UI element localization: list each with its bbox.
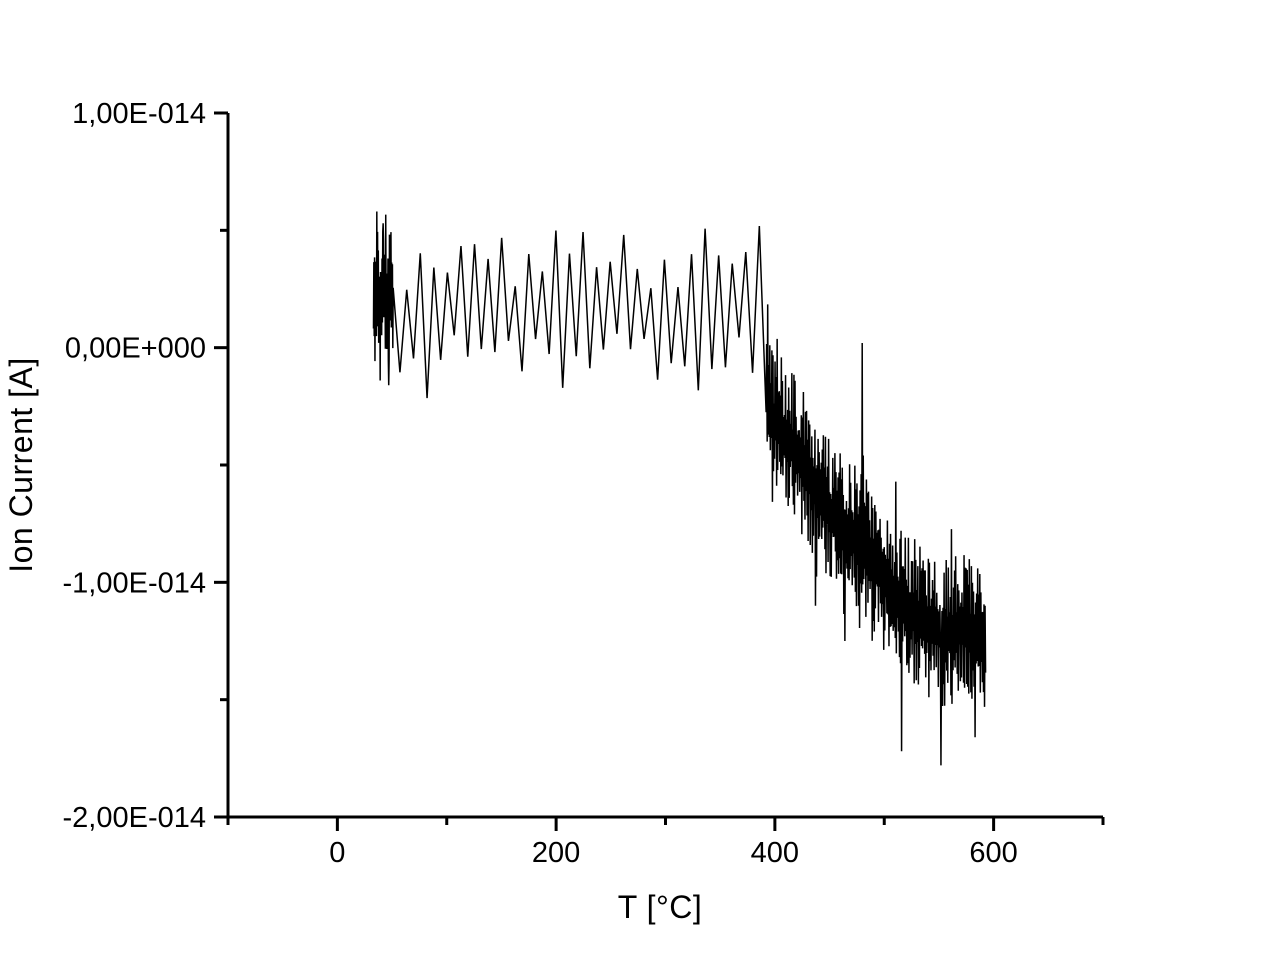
y-axis-title: Ion Current [A]: [3, 357, 39, 573]
axes-layer: 1,00E-014 0,00E+000 -1,00E-014 -2,00E-014 0 2…: [63, 98, 1105, 869]
y-tick-label: 0,00E+000: [65, 333, 206, 365]
y-tick-label: 1,00E-014: [72, 98, 206, 130]
x-tick-label: 400: [751, 837, 799, 869]
x-axis-title: T [°C]: [618, 889, 703, 925]
x-tick-label: 0: [329, 837, 345, 869]
y-tick-label: -2,00E-014: [63, 802, 207, 834]
ion-current-series-line: [372, 211, 987, 766]
x-tick-label: 200: [532, 837, 580, 869]
x-tick-label: 600: [969, 837, 1017, 869]
y-tick-label: -1,00E-014: [63, 567, 207, 599]
